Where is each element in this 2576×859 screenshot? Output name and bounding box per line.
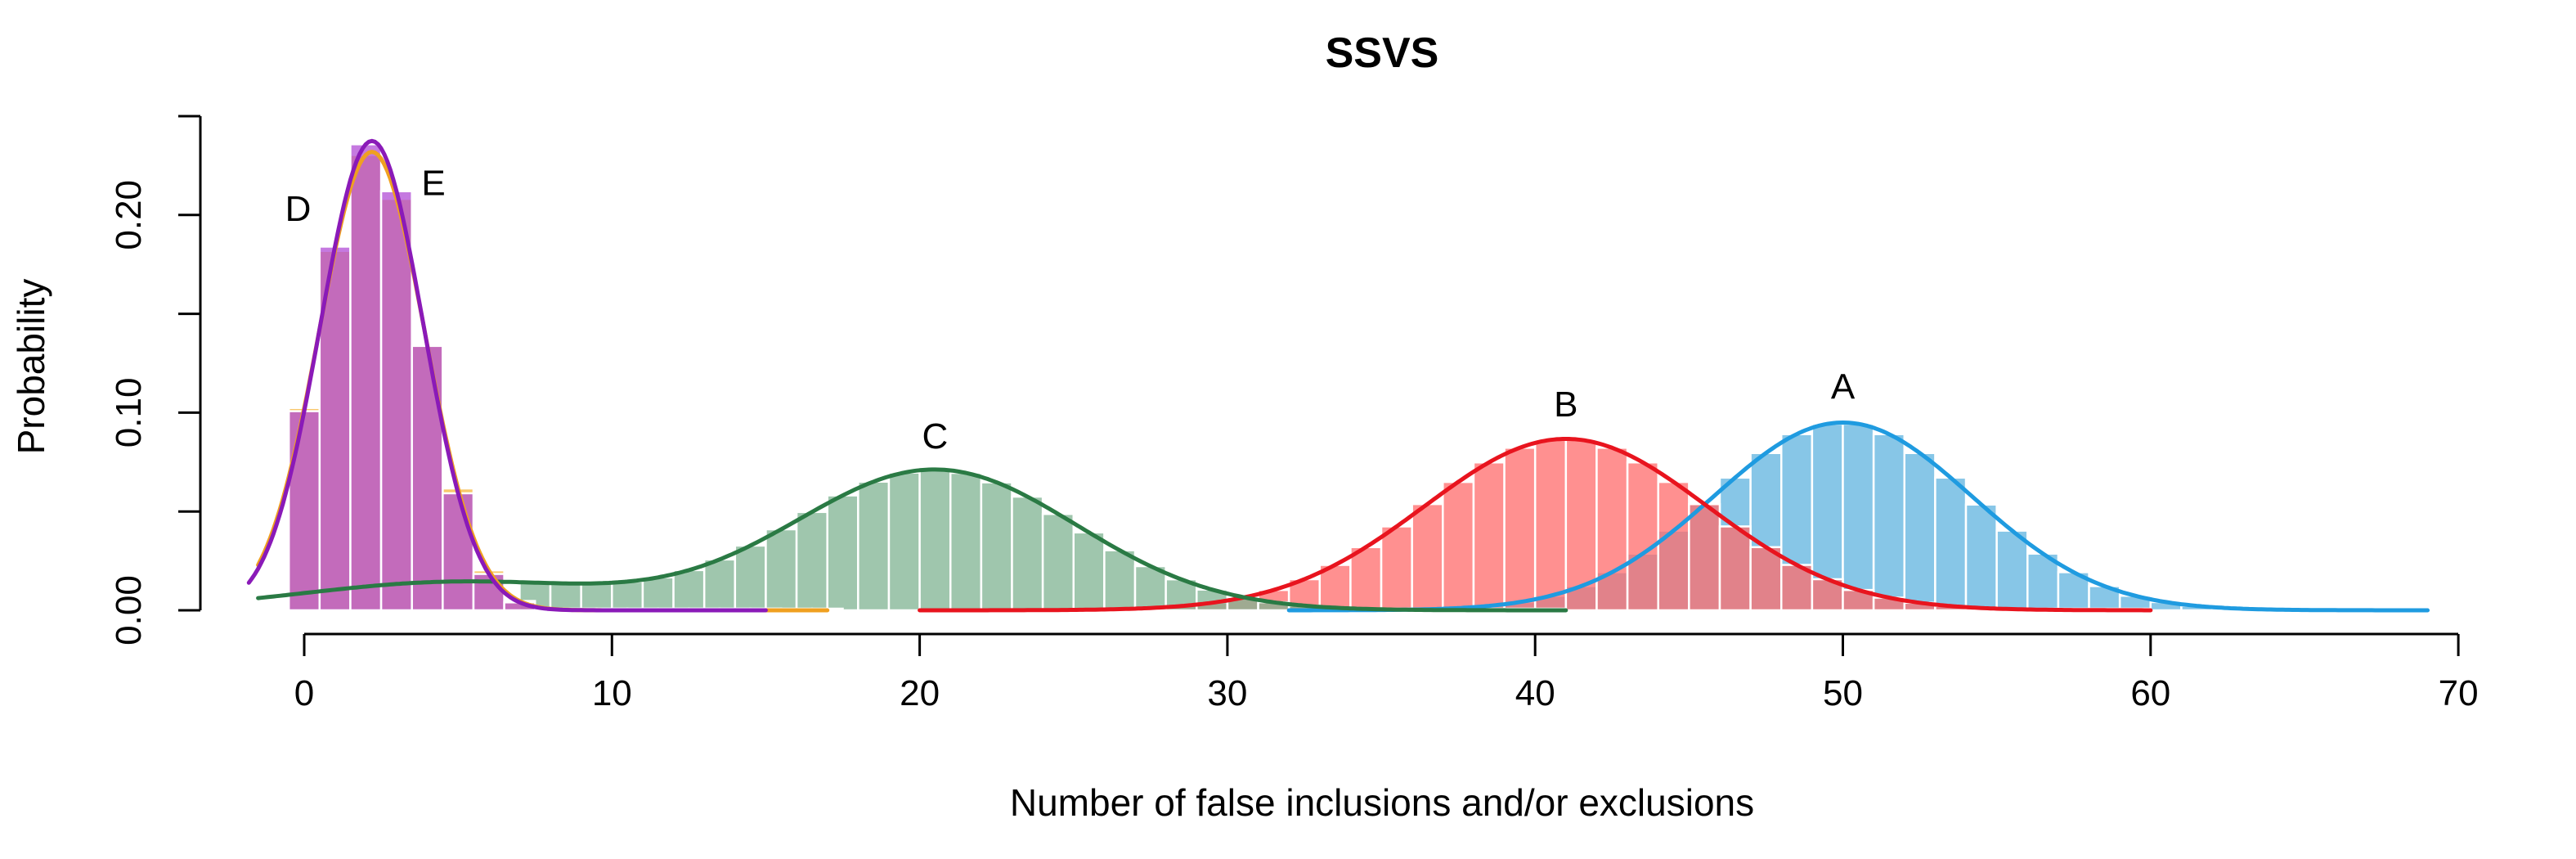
histogram-bar xyxy=(1934,476,1968,612)
histogram-bar xyxy=(2026,552,2060,612)
histogram-bar xyxy=(1718,525,1752,612)
histogram-bar xyxy=(1995,529,2029,612)
histogram-bar xyxy=(379,190,413,612)
curve-label-d: D xyxy=(285,189,312,229)
histogram-bar xyxy=(1011,495,1044,612)
histogram-bar xyxy=(1688,502,1721,612)
density-curve-a xyxy=(1286,421,2430,613)
density-curve-c xyxy=(256,467,1568,613)
curve-label-c: C xyxy=(922,416,949,456)
histogram-bar xyxy=(349,143,383,612)
x-tick-label: 20 xyxy=(900,673,940,713)
x-tick-label: 0 xyxy=(294,673,314,713)
histogram-bar xyxy=(1964,503,1998,612)
histogram-bar xyxy=(1041,513,1075,612)
density-curve-e xyxy=(246,138,768,613)
x-tick-label: 60 xyxy=(2130,673,2170,713)
histogram-bar xyxy=(918,468,952,612)
histogram-bar xyxy=(1595,447,1629,612)
histogram-bar xyxy=(734,544,767,612)
histogram-bar xyxy=(549,582,582,612)
histogram-bar xyxy=(1626,461,1659,612)
histogram-bar xyxy=(1903,452,1936,612)
histogram-bar xyxy=(980,481,1013,612)
histogram-bar xyxy=(287,410,321,612)
histogram-e xyxy=(287,143,783,612)
histogram-bar xyxy=(887,471,921,612)
histogram-bar xyxy=(1472,461,1506,612)
histogram-bar xyxy=(1380,525,1413,612)
y-axis-label: Probability xyxy=(10,279,52,455)
histogram-bar xyxy=(1842,422,1875,612)
histogram-bar xyxy=(1779,564,1814,612)
chart-title: SSVS xyxy=(1326,29,1439,77)
histogram-bar xyxy=(1411,502,1444,612)
y-tick-label: 0.20 xyxy=(109,180,149,250)
curve-label-e: E xyxy=(421,164,445,204)
histogram-bar xyxy=(641,576,675,612)
histogram-bar xyxy=(949,471,983,612)
histogram-bar xyxy=(411,344,444,612)
histogram-bar xyxy=(1103,549,1137,612)
curve-label-b: B xyxy=(1554,385,1577,425)
x-axis: 0 10 20 30 40 50 60 70 xyxy=(294,632,2479,713)
histogram-bar xyxy=(1072,531,1106,612)
x-tick-label: 40 xyxy=(1515,673,1555,713)
y-tick-label: 0.00 xyxy=(109,575,149,645)
curve-label-a: A xyxy=(1831,367,1856,407)
x-axis-label: Number of false inclusions and/or exclus… xyxy=(1010,781,1754,824)
histogram-c xyxy=(518,468,1568,612)
histogram-bar xyxy=(611,580,644,612)
histogram-bar xyxy=(1749,546,1783,612)
density-curve-b xyxy=(918,437,2153,613)
histogram-bar xyxy=(1442,480,1475,612)
histogram-bar xyxy=(765,528,798,612)
x-tick-label: 70 xyxy=(2439,673,2479,713)
plot-area: A B C D E xyxy=(246,138,2430,613)
histogram-bar xyxy=(702,558,737,612)
histogram-bar xyxy=(1349,546,1383,612)
histogram-bar xyxy=(826,494,859,612)
y-tick-label: 0.10 xyxy=(109,378,149,448)
histogram-bar xyxy=(672,569,706,612)
x-tick-label: 10 xyxy=(592,673,632,713)
y-axis: 0.00 0.10 0.20 xyxy=(109,115,202,645)
x-tick-label: 30 xyxy=(1207,673,1247,713)
histogram-bar xyxy=(1503,447,1537,612)
x-tick-label: 50 xyxy=(1823,673,1863,713)
histogram-bar xyxy=(795,510,828,612)
histogram-bar xyxy=(1533,438,1568,612)
histogram-bar xyxy=(580,582,613,612)
histogram-bar xyxy=(1872,433,1906,612)
histogram-bar xyxy=(1657,480,1690,612)
histogram-bar xyxy=(442,492,475,612)
histogram-bar xyxy=(857,480,891,612)
